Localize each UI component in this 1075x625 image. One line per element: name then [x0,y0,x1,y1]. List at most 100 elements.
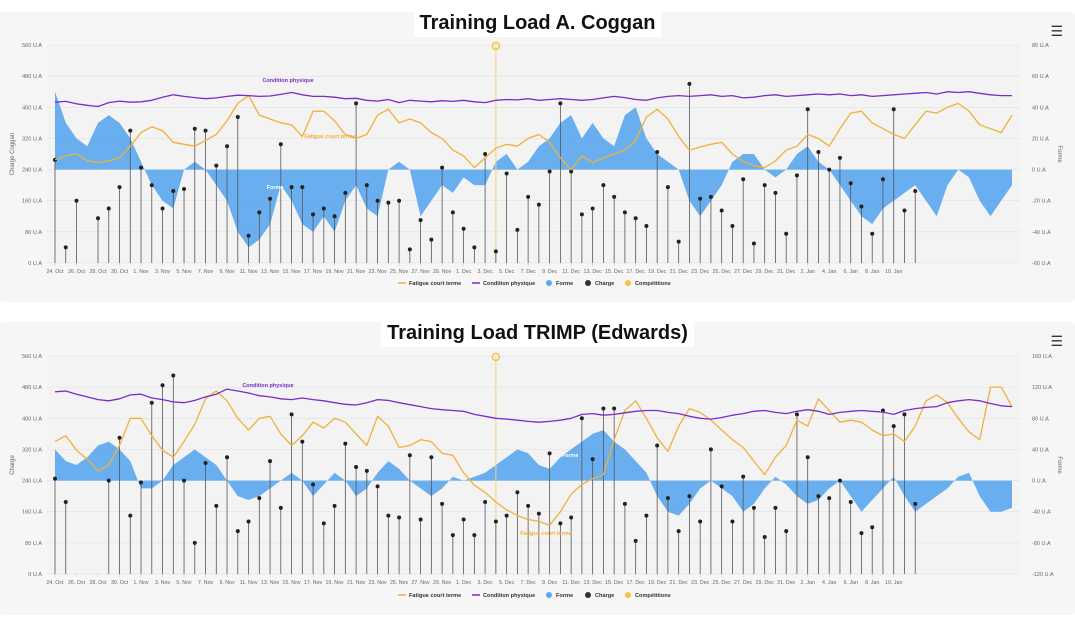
x-tick-label: 1. Dec [456,580,472,586]
x-tick-label: 9. Dec [542,580,558,586]
charge-point [214,163,219,168]
y2-tick-label: -60 U.A [1032,261,1051,267]
charge-point [837,155,842,160]
charge-point [612,194,617,199]
y-tick-label: 240 U.A [22,479,42,485]
charge-point [773,190,778,195]
charge-point [375,198,380,203]
charge-point [708,194,713,199]
x-tick-label: 7. Nov [198,580,214,586]
x-tick-label: 11. Dec [562,580,580,586]
charge-point [397,198,402,203]
y-tick-label: 160 U.A [22,510,42,516]
y2-tick-label: 120 U.A [1032,385,1052,391]
x-tick-label: 11. Dec [562,269,580,275]
charge-point [160,206,165,211]
annotation-forme: Forme [267,185,284,191]
chart-menu-icon[interactable]: ☰ [1050,23,1063,39]
x-tick-label: 13. Nov [261,580,280,586]
x-tick-label: 11. Nov [240,580,258,586]
charge-point [579,212,584,217]
charge-point [870,231,875,236]
charge-point [504,513,509,518]
charge-point [655,443,660,448]
x-tick-label: 23. Dec [691,580,710,586]
charge-point [332,214,337,219]
charge-point [633,538,638,543]
legend-marker-dot [546,280,552,286]
x-tick-label: 8. Jan [865,269,879,275]
charge-point [182,478,187,483]
charge-point [397,515,402,520]
charge-point [547,169,552,174]
charge-point [891,107,896,112]
charge-point [579,416,584,421]
charge-point [364,468,369,473]
x-tick-label: 25. Nov [390,269,409,275]
y2-tick-label: -120 U.A [1032,572,1054,578]
charge-point [751,505,756,510]
x-tick-label: 2. Jan [800,580,814,586]
charge-point [268,196,273,201]
charge-point [386,513,391,518]
x-tick-label: 1. Dec [456,269,472,275]
charge-point [676,529,681,534]
y-tick-label: 160 U.A [22,199,42,205]
x-tick-label: 21. Nov [347,269,366,275]
x-tick-label: 9. Nov [219,269,235,275]
charge-point [665,185,670,190]
y2-tick-label: 80 U.A [1032,43,1049,49]
x-tick-label: 29. Dec [756,269,775,275]
charge-point [117,185,122,190]
charge-point [902,412,907,417]
charge-point [63,499,68,504]
legend-marker-dot [585,592,591,598]
charge-point [601,183,606,188]
y2-tick-label: 80 U.A [1032,416,1049,422]
x-tick-label: 15. Dec [605,269,624,275]
charge-point [225,455,230,460]
chart-title-text: Training Load A. Coggan [413,10,662,37]
legend-label: Forme [556,593,573,599]
charge-point [440,501,445,506]
x-tick-label: 21. Dec [670,580,689,586]
charge-point [278,505,283,510]
y2-tick-label: -20 U.A [1032,199,1051,205]
x-tick-label: 19. Nov [325,580,344,586]
x-tick-label: 3. Dec [477,269,493,275]
charge-point [493,519,498,524]
chart-title: Training Load TRIMP (Edwards) [0,320,1075,347]
x-tick-label: 25. Dec [713,580,732,586]
x-tick-label: 25. Dec [713,269,732,275]
charge-point [321,206,326,211]
x-tick-label: 17. Nov [304,269,323,275]
charge-point [515,490,520,495]
x-tick-label: 11. Nov [240,269,258,275]
charge-point [741,474,746,479]
x-tick-label: 27. Dec [734,580,753,586]
charge-point [74,198,79,203]
legend-marker-dot [585,280,591,286]
y-axis-title: Charge Coggan [10,133,16,175]
charge-point [601,406,606,411]
charge-point [687,81,692,86]
charge-point [805,107,810,112]
charge-point [827,496,832,501]
charge-point [762,183,767,188]
chart-title-text: Training Load TRIMP (Edwards) [381,320,694,347]
chart-menu-icon[interactable]: ☰ [1050,333,1063,349]
charge-point [182,187,187,192]
y-tick-label: 480 U.A [22,385,42,391]
x-tick-label: 10. Jan [885,580,902,586]
legend-label: Charge [595,593,614,599]
charge-point [171,188,176,193]
charge-point [429,455,434,460]
x-tick-label: 21. Nov [347,580,366,586]
charge-point [63,245,68,250]
condition-line [54,91,1012,108]
y-tick-label: 400 U.A [22,416,42,422]
charge-point [870,525,875,530]
legend-label: Charge [595,281,614,287]
legend-label: Compétitions [635,593,671,599]
charge-point [128,128,133,133]
